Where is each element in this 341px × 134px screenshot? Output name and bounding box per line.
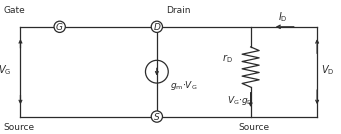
Text: $g_{\mathsf{m}}{\cdot}V_{\mathsf{G}}$: $g_{\mathsf{m}}{\cdot}V_{\mathsf{G}}$ xyxy=(170,79,198,92)
Text: $V_{\mathsf{G}}$: $V_{\mathsf{G}}$ xyxy=(0,63,12,77)
Text: $V_{\mathsf{G}}{\cdot}g_{\mathsf{D}}$: $V_{\mathsf{G}}{\cdot}g_{\mathsf{D}}$ xyxy=(227,94,253,107)
Text: $S$: $S$ xyxy=(153,111,161,122)
Text: Source: Source xyxy=(3,123,34,132)
Circle shape xyxy=(54,21,65,32)
Text: Gate: Gate xyxy=(3,6,25,15)
Text: $r_{\mathsf{D}}$: $r_{\mathsf{D}}$ xyxy=(222,53,233,65)
Text: Drain: Drain xyxy=(166,6,190,15)
Circle shape xyxy=(151,111,163,122)
Circle shape xyxy=(151,21,163,32)
Text: $G$: $G$ xyxy=(55,21,64,32)
Text: $I_{\mathsf{D}}$: $I_{\mathsf{D}}$ xyxy=(278,11,287,24)
Text: Source: Source xyxy=(239,123,270,132)
Text: $D$: $D$ xyxy=(153,21,161,32)
Text: $V_{\mathsf{D}}$: $V_{\mathsf{D}}$ xyxy=(321,63,334,77)
